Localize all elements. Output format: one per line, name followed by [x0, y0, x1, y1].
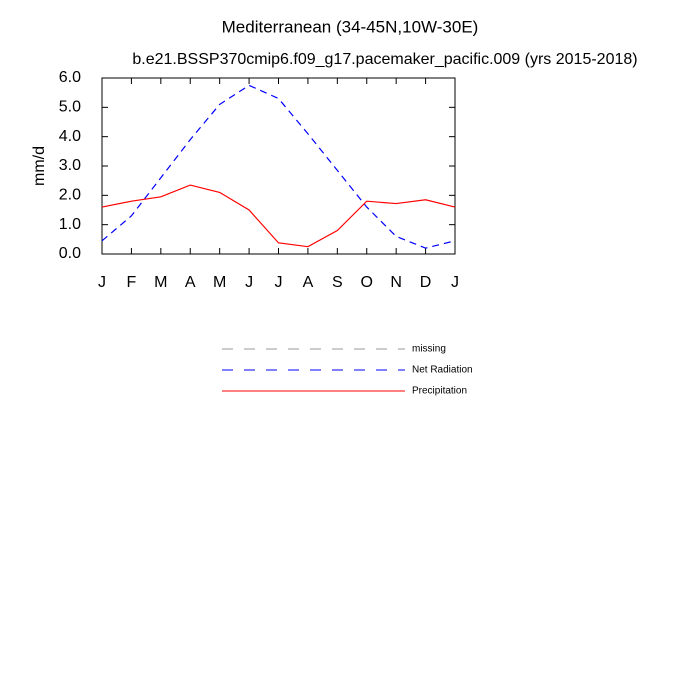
x-tick-label: A	[185, 274, 196, 291]
x-tick-label: J	[451, 274, 459, 291]
x-tick-label: J	[275, 274, 283, 291]
x-tick-label: M	[213, 274, 226, 291]
legend-label: Net Radiation	[412, 365, 473, 376]
y-tick-label: 1.0	[59, 216, 81, 233]
x-tick-label: N	[390, 274, 402, 291]
y-tick-label: 5.0	[59, 99, 81, 116]
legend-label: missing	[412, 344, 446, 355]
x-tick-label: D	[420, 274, 432, 291]
x-tick-label: S	[332, 274, 343, 291]
x-tick-label: A	[303, 274, 314, 291]
y-tick-label: 6.0	[59, 69, 81, 86]
x-tick-label: J	[245, 274, 253, 291]
y-tick-label: 3.0	[59, 157, 81, 174]
chart-title: Mediterranean (34-45N,10W-30E)	[222, 17, 479, 36]
x-tick-label: M	[154, 274, 167, 291]
x-tick-label: J	[98, 274, 106, 291]
data-line	[101, 184, 456, 248]
plot-frame	[101, 77, 456, 255]
x-tick-label: O	[361, 274, 373, 291]
chart-subtitle: b.e21.BSSP370cmip6.f09_g17.pacemaker_pac…	[132, 51, 637, 68]
y-tick-label: 0.0	[59, 245, 81, 262]
data-line	[101, 84, 456, 249]
y-tick-label: 4.0	[59, 128, 81, 145]
x-tick-label: F	[127, 274, 137, 291]
y-axis-label: mm/d	[31, 146, 48, 186]
legend-label: Precipitation	[412, 386, 467, 397]
y-tick-label: 2.0	[59, 187, 81, 204]
